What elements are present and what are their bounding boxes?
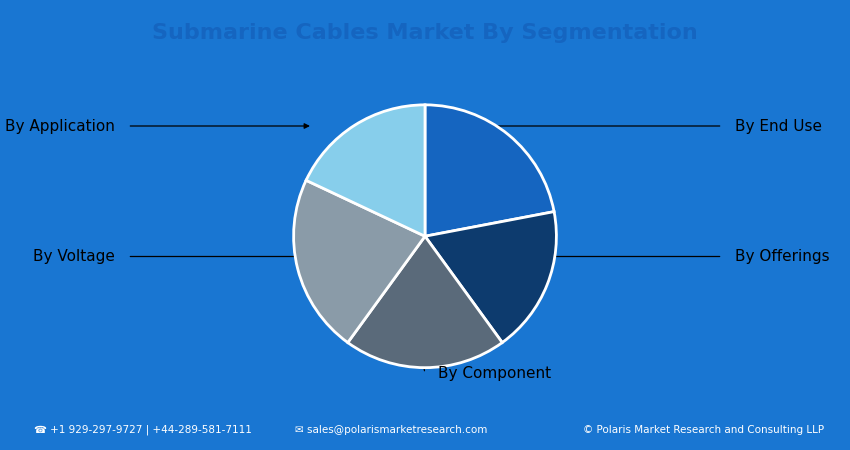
Wedge shape bbox=[425, 212, 557, 342]
Wedge shape bbox=[425, 105, 554, 236]
Text: By Voltage: By Voltage bbox=[33, 249, 115, 264]
Text: By End Use: By End Use bbox=[735, 118, 822, 134]
Text: ☎ +1 929-297-9727 | +44-289-581-7111: ☎ +1 929-297-9727 | +44-289-581-7111 bbox=[34, 424, 252, 435]
Wedge shape bbox=[293, 180, 425, 342]
Text: © Polaris Market Research and Consulting LLP: © Polaris Market Research and Consulting… bbox=[583, 425, 824, 435]
Text: By Offerings: By Offerings bbox=[735, 249, 830, 264]
Text: By Application: By Application bbox=[5, 118, 115, 134]
Wedge shape bbox=[348, 236, 502, 368]
Text: By Component: By Component bbox=[438, 366, 551, 381]
Text: ✉ sales@polarismarketresearch.com: ✉ sales@polarismarketresearch.com bbox=[295, 425, 487, 435]
Text: Submarine Cables Market By Segmentation: Submarine Cables Market By Segmentation bbox=[152, 22, 698, 43]
Wedge shape bbox=[306, 105, 425, 236]
